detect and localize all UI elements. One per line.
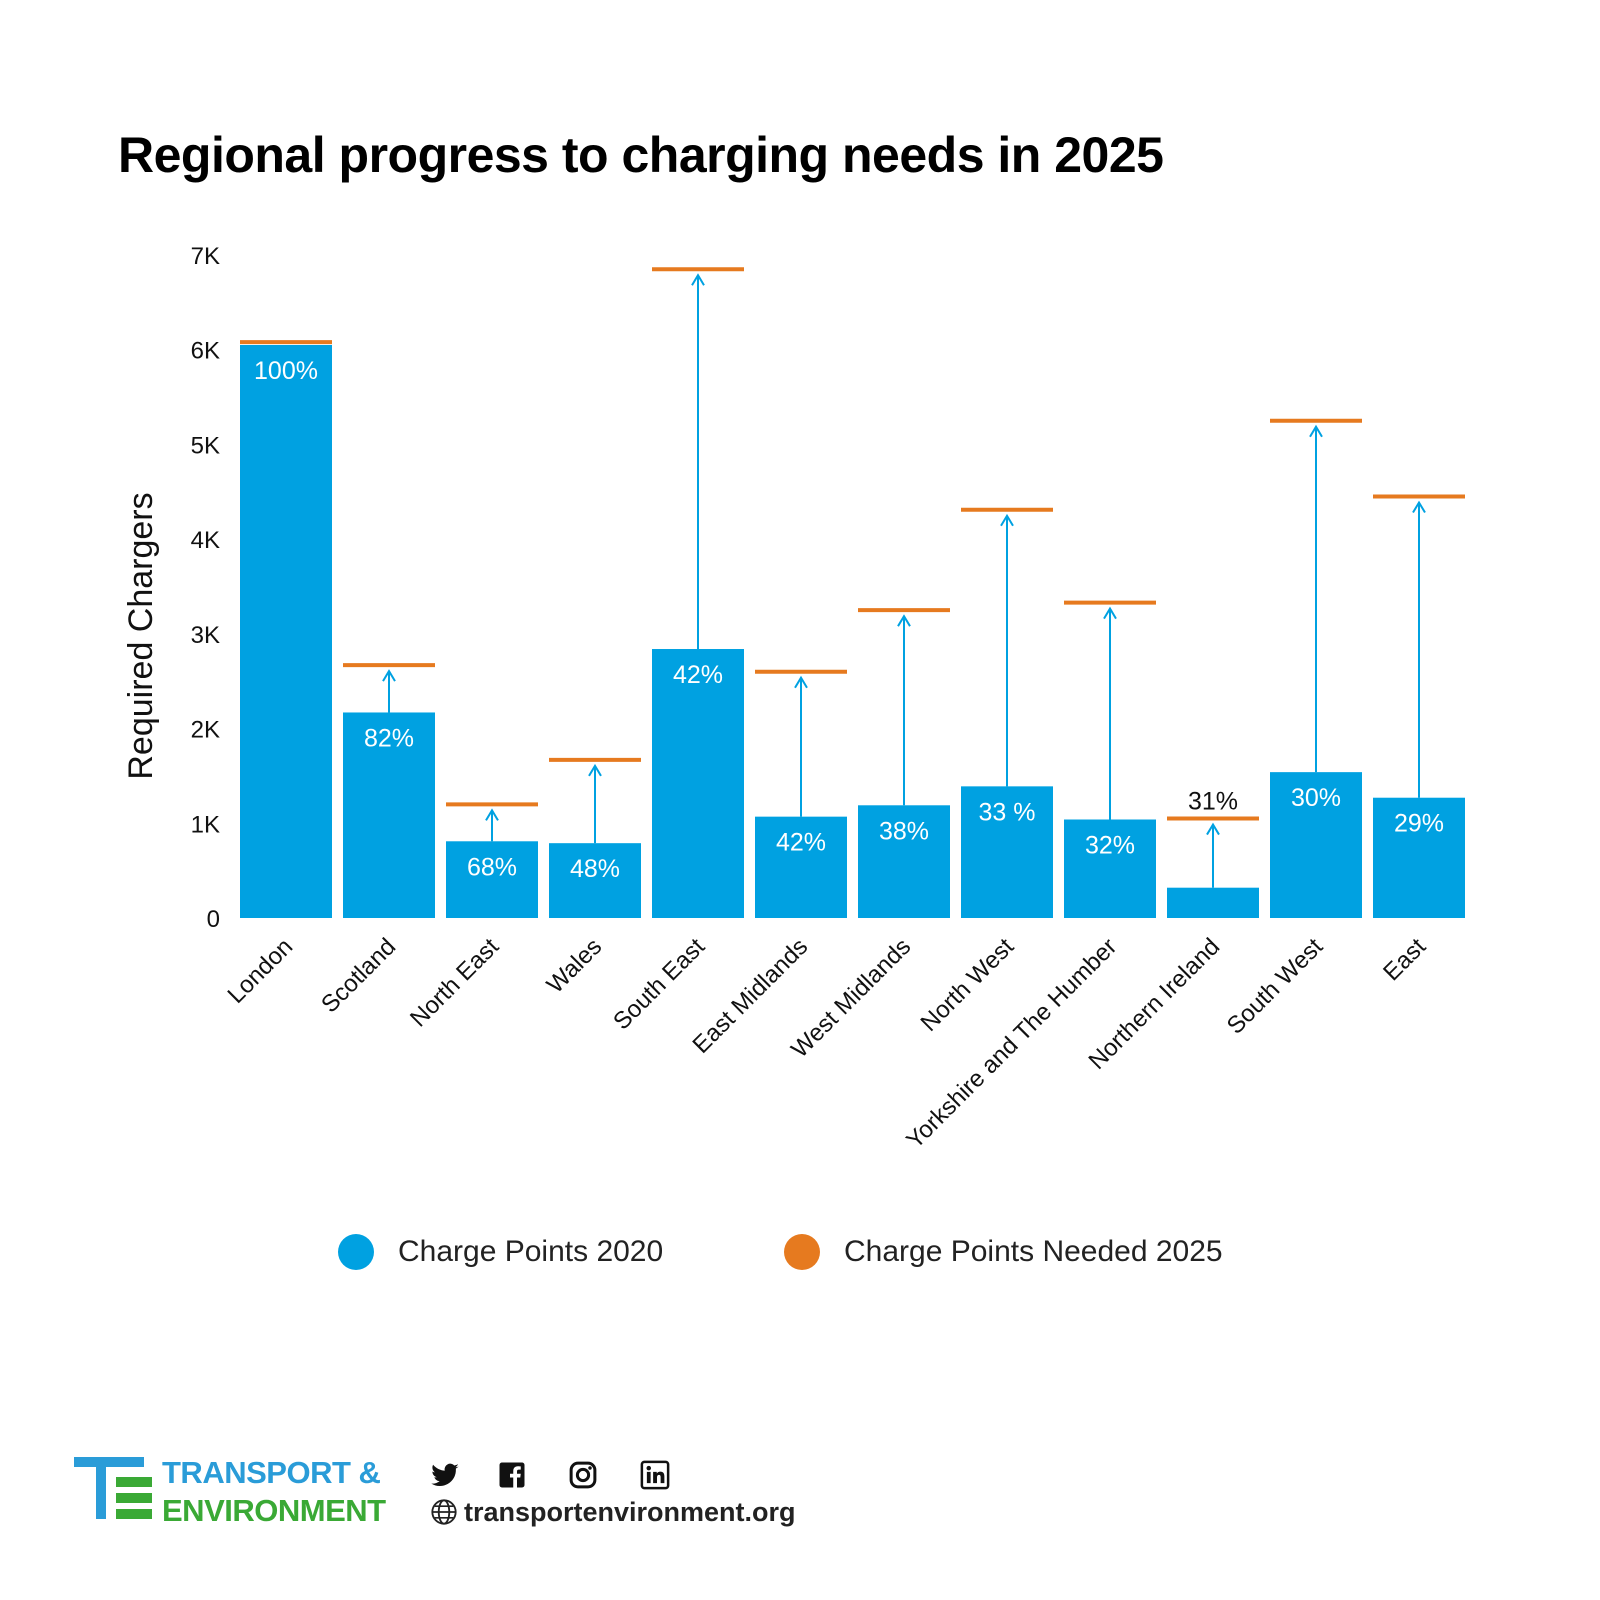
data-label-0: 100% [254, 357, 318, 385]
data-label-3: 48% [570, 855, 620, 883]
arrow-head-4 [691, 273, 705, 286]
arrow-head-3 [588, 763, 602, 777]
y-tick-label: 2K [191, 717, 220, 744]
arrow-head-5 [794, 675, 808, 689]
data-label-7: 33 % [979, 798, 1036, 826]
chart-area: 0 1K 2K 3K 4K 5K 6K 7K Required Chargers 100% Lond… [122, 243, 1465, 1154]
data-label-6: 38% [879, 817, 929, 845]
website-link[interactable]: transportenvironment.org [430, 1496, 796, 1528]
y-axis-label: Required Chargers [122, 492, 160, 779]
y-tick-label: 4K [191, 527, 220, 554]
bar-5 [755, 816, 847, 918]
linkedin-icon[interactable] [640, 1460, 670, 1490]
bar-9 [1167, 887, 1259, 918]
data-label-10: 30% [1291, 784, 1341, 812]
arrow-head-2 [485, 808, 499, 821]
data-label-1: 82% [364, 724, 414, 752]
x-tick-label: East [1378, 933, 1431, 986]
y-tick-label: 6K [191, 338, 220, 365]
arrow-head-10 [1309, 424, 1323, 438]
y-tick-label: 1K [191, 811, 220, 838]
arrow-head-1 [382, 669, 396, 682]
bar-2 [446, 841, 538, 918]
data-label-11: 29% [1394, 810, 1444, 838]
x-tick-label: Wales [542, 933, 608, 999]
legend-label-2020: Charge Points 2020 [398, 1235, 664, 1268]
arrow-head-8 [1103, 606, 1117, 620]
arrow-head-6 [897, 614, 911, 627]
arrow-head-7 [1000, 513, 1014, 527]
bar-4 [652, 649, 744, 918]
bar-3 [549, 843, 641, 918]
x-tick-label: London [223, 933, 299, 1009]
legend-swatch-orange [784, 1234, 820, 1270]
bar-7 [961, 786, 1053, 918]
arrow-head-9 [1206, 822, 1220, 836]
y-tick-label: 7K [191, 243, 220, 270]
bar-8 [1064, 819, 1156, 918]
bar-10 [1270, 772, 1362, 918]
data-label-5: 42% [776, 829, 826, 857]
y-tick-label: 0 [207, 906, 220, 933]
legend-swatch-blue [338, 1234, 374, 1270]
y-tick-label: 3K [191, 622, 220, 649]
twitter-icon[interactable] [430, 1460, 460, 1490]
transport-environment-logo: TRANSPORT & ENVIRONMENT [74, 1455, 404, 1535]
arrow-head-11 [1412, 500, 1426, 514]
te-logo-mark-icon [74, 1457, 152, 1519]
x-tick-label: Scotland [316, 933, 401, 1018]
legend-item-charge-points-2020: Charge Points 2020 [338, 1230, 663, 1274]
facebook-icon[interactable] [497, 1460, 527, 1490]
x-tick-label: North West [916, 933, 1020, 1037]
logo-text-line2: ENVIRONMENT [162, 1493, 386, 1528]
website-text: transportenvironment.org [464, 1496, 796, 1527]
logo-text-line1: TRANSPORT & [162, 1455, 381, 1490]
data-label-8: 32% [1085, 831, 1135, 859]
x-tick-label: South East [608, 933, 710, 1035]
y-tick-label: 5K [191, 432, 220, 459]
bar-6 [858, 805, 950, 918]
x-tick-label: Yorkshire and The Humber [901, 933, 1122, 1154]
chart-title: Regional progress to charging needs in 2… [118, 127, 1164, 183]
legend-label-2025: Charge Points Needed 2025 [844, 1235, 1223, 1268]
data-label-4: 42% [673, 661, 723, 689]
data-label-2: 68% [467, 853, 517, 881]
globe-icon [431, 1499, 457, 1525]
bar-0 [240, 344, 332, 918]
legend-item-charge-points-needed-2025: Charge Points Needed 2025 [784, 1230, 1223, 1274]
data-label-9: 31% [1188, 788, 1238, 816]
x-tick-label: South West [1222, 933, 1329, 1040]
x-tick-label: North East [405, 933, 504, 1032]
bar-11 [1373, 797, 1465, 918]
bar-1 [343, 712, 435, 918]
instagram-icon[interactable] [568, 1460, 598, 1490]
